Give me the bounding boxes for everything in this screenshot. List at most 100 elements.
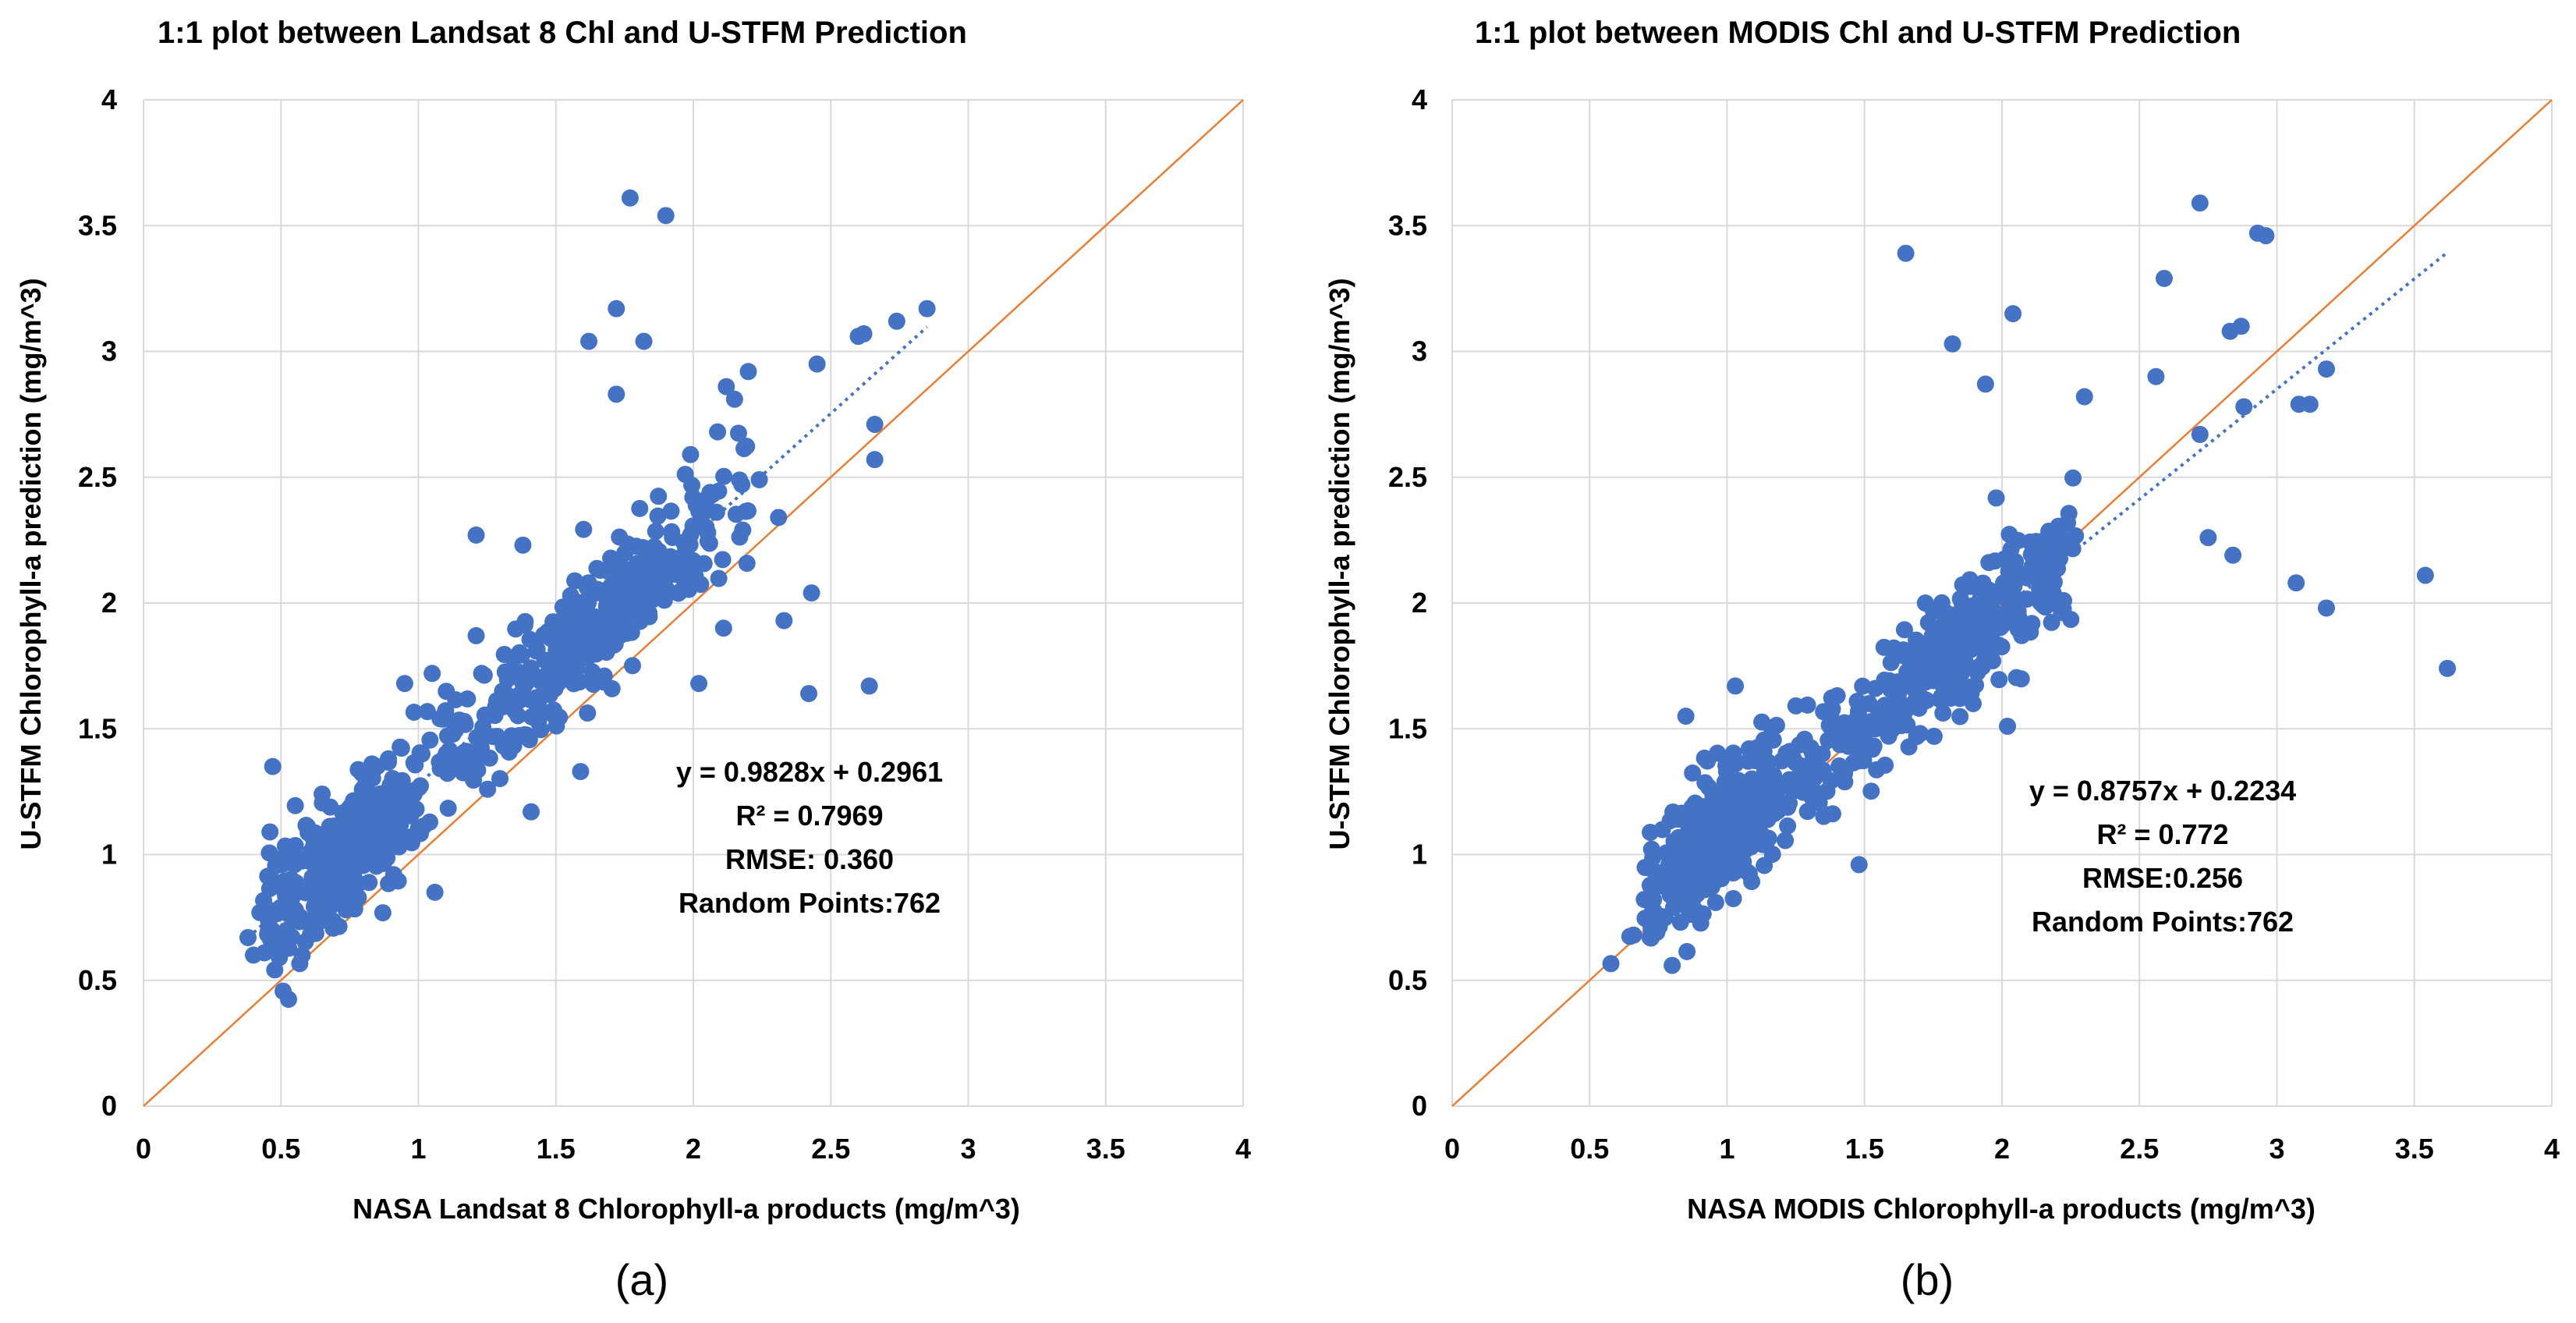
data-point xyxy=(2224,546,2242,564)
data-point xyxy=(1642,824,1660,842)
data-point xyxy=(1706,893,1724,911)
data-point xyxy=(255,892,273,910)
data-point xyxy=(1694,905,1712,923)
data-point xyxy=(655,591,673,609)
data-point xyxy=(360,853,377,871)
data-point xyxy=(579,704,597,722)
data-point xyxy=(1854,677,1872,695)
data-point xyxy=(623,657,641,675)
data-point xyxy=(616,544,634,562)
data-point xyxy=(2055,533,2073,551)
data-point xyxy=(1684,764,1702,782)
data-point xyxy=(473,665,491,683)
data-point xyxy=(684,552,702,569)
data-point xyxy=(2147,367,2165,385)
caption-a: (a) xyxy=(615,1255,668,1304)
data-point xyxy=(1995,574,2013,592)
data-point xyxy=(1711,856,1729,874)
data-point xyxy=(1685,798,1703,816)
data-point xyxy=(1784,782,1802,800)
y-tick-label: 0.5 xyxy=(1388,964,1427,996)
data-point xyxy=(418,703,436,721)
data-point xyxy=(306,877,324,895)
y-tick-label: 3 xyxy=(1412,335,1427,367)
data-point xyxy=(280,939,298,957)
x-tick-label: 4 xyxy=(1235,1133,1251,1165)
x-axis-label-b: NASA MODIS Chlorophyll-a products (mg/m^… xyxy=(1687,1193,2316,1225)
data-point xyxy=(1661,884,1679,902)
data-point xyxy=(467,626,485,644)
data-point xyxy=(1890,693,1908,711)
y-tick-label: 2.5 xyxy=(1388,461,1427,493)
data-point xyxy=(405,754,423,771)
data-point xyxy=(1734,789,1752,807)
data-point xyxy=(665,566,683,583)
data-point xyxy=(1657,844,1675,862)
x-tick-label: 0 xyxy=(1444,1133,1460,1165)
data-point xyxy=(1641,928,1659,946)
data-point xyxy=(1677,708,1695,725)
r-squared-b: R² = 0.772 xyxy=(2096,818,2228,850)
data-point xyxy=(1711,807,1729,825)
data-point xyxy=(286,796,304,814)
x-tick-label: 2.5 xyxy=(811,1133,850,1165)
data-point xyxy=(511,644,529,662)
data-point xyxy=(588,559,606,577)
r-squared-a: R² = 0.7969 xyxy=(735,800,883,832)
x-tick-label: 2 xyxy=(686,1133,701,1165)
chart-title-a: 1:1 plot between Landsat 8 Chl and U-STF… xyxy=(158,16,967,50)
data-point xyxy=(455,712,473,730)
data-point xyxy=(478,708,496,725)
data-point xyxy=(631,499,649,517)
data-point xyxy=(547,635,565,653)
data-point xyxy=(2155,269,2173,287)
data-point xyxy=(1865,737,1883,755)
y-tick-label: 2 xyxy=(101,587,117,619)
data-point xyxy=(479,780,497,798)
data-point xyxy=(491,770,509,788)
data-point xyxy=(599,598,617,615)
rmse-b: RMSE:0.256 xyxy=(2082,862,2243,894)
data-point xyxy=(439,800,457,818)
data-point xyxy=(265,941,283,959)
data-point xyxy=(1699,817,1717,835)
gridlines-b xyxy=(1451,99,2553,1107)
data-point xyxy=(509,707,527,725)
data-point xyxy=(1862,782,1880,800)
data-point xyxy=(2054,600,2072,618)
data-point xyxy=(1644,849,1662,867)
data-point xyxy=(2232,317,2250,335)
equation-line-1-a: y = 0.9828x + 0.2961 xyxy=(676,756,943,788)
rmse-a: RMSE: 0.360 xyxy=(725,843,894,875)
data-point xyxy=(1944,681,1961,699)
data-point xyxy=(1830,757,1848,775)
data-point xyxy=(528,706,546,724)
data-point xyxy=(580,332,598,350)
data-point xyxy=(368,757,386,775)
data-point xyxy=(1625,926,1642,944)
y-tick-label: 3.5 xyxy=(78,209,117,241)
data-point xyxy=(608,300,625,317)
data-point xyxy=(1897,244,1915,262)
data-point xyxy=(1876,671,1894,689)
data-point xyxy=(512,686,530,704)
chart-panel-a: 0 0.5 1 1.5 2 2.5 3 3.5 4 0 0.5 1 1.5 2 2.5 3 3.5 4 1:1 pl… xyxy=(15,16,1251,1304)
data-point xyxy=(2287,574,2305,592)
data-point xyxy=(663,523,681,541)
data-point xyxy=(560,597,578,615)
data-point xyxy=(1951,708,1969,725)
y-tick-label: 0 xyxy=(1412,1090,1427,1122)
data-point xyxy=(1958,655,1975,673)
data-point xyxy=(338,874,356,892)
data-point xyxy=(2075,388,2093,406)
data-point xyxy=(546,679,564,697)
data-point xyxy=(264,757,282,775)
data-point xyxy=(682,445,700,463)
data-point xyxy=(714,619,732,637)
data-point xyxy=(615,573,633,591)
data-point xyxy=(516,612,534,630)
data-point xyxy=(734,521,752,539)
data-point xyxy=(384,866,402,884)
data-point xyxy=(633,553,651,571)
